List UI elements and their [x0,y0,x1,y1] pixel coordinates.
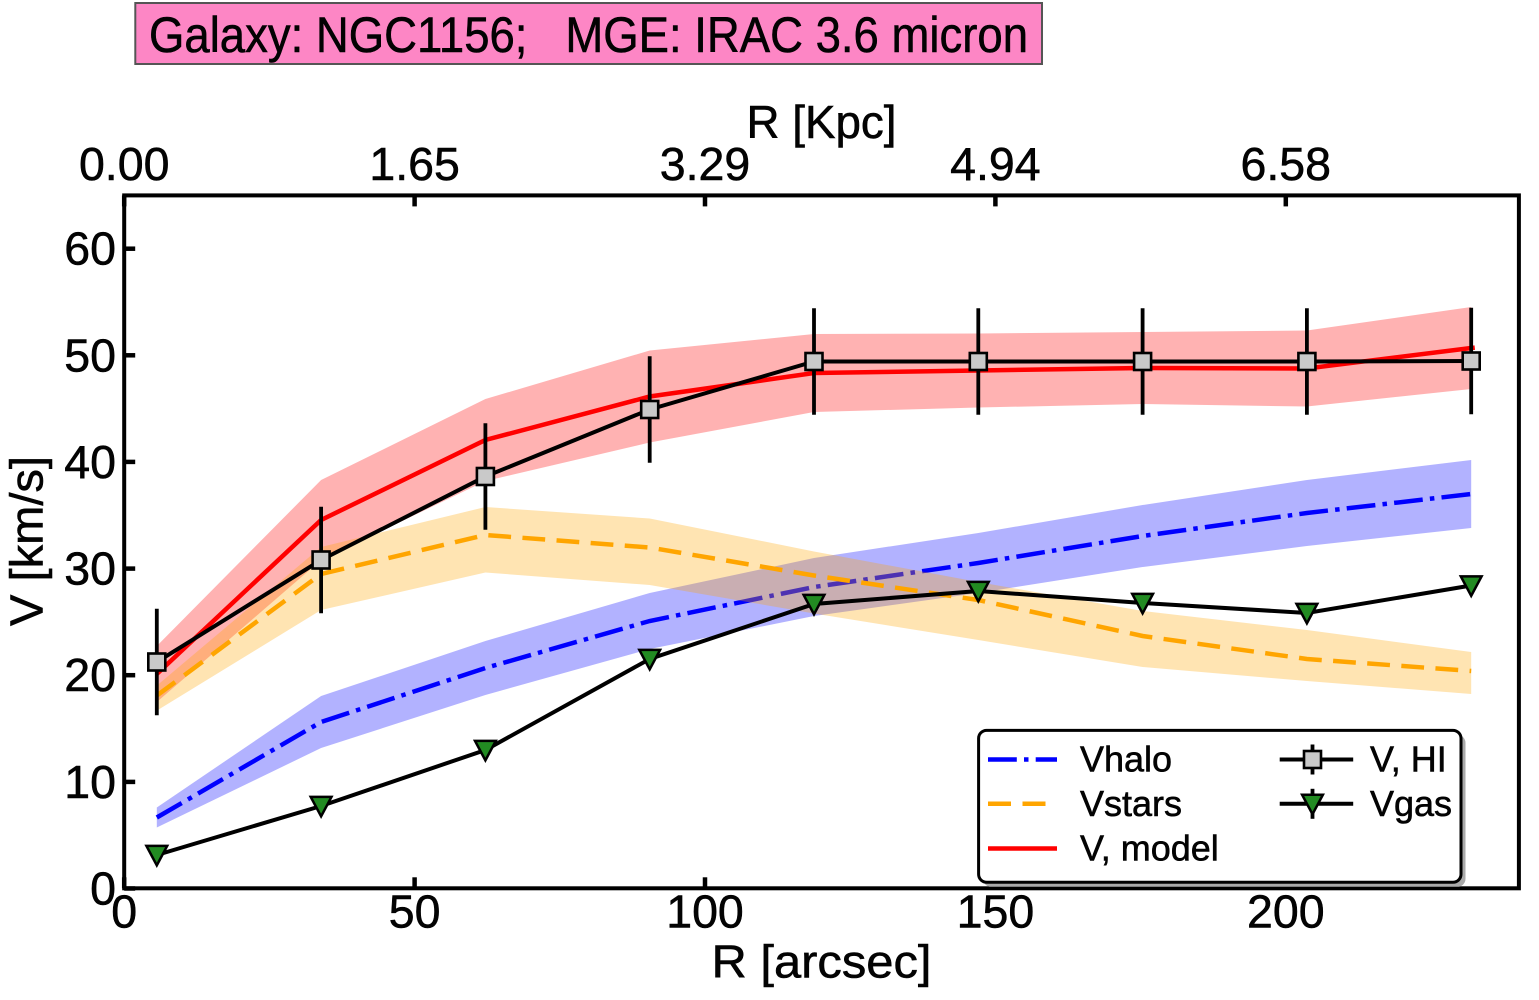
svg-text:6.58: 6.58 [1241,138,1332,190]
svg-text:Vhalo: Vhalo [1080,739,1172,780]
svg-text:0: 0 [90,863,116,915]
svg-text:Vstars: Vstars [1080,783,1182,824]
svg-text:Galaxy: NGC1156; MGE: IRAC 3: Galaxy: NGC1156; MGE: IRAC 3.6 micron [149,7,1028,63]
svg-text:20: 20 [64,649,116,701]
svg-text:V [km/s]: V [km/s] [1,456,53,626]
svg-text:200: 200 [1247,886,1325,938]
svg-text:40: 40 [64,436,116,488]
svg-text:0.00: 0.00 [79,138,170,190]
svg-text:1.65: 1.65 [369,138,460,190]
svg-text:50: 50 [389,886,441,938]
svg-text:0: 0 [111,886,137,938]
svg-text:R [Kpc]: R [Kpc] [747,96,897,148]
svg-text:30: 30 [64,543,116,595]
svg-text:60: 60 [64,223,116,275]
svg-text:4.94: 4.94 [950,138,1041,190]
svg-text:10: 10 [64,756,116,808]
svg-text:Vgas: Vgas [1370,783,1452,824]
svg-text:150: 150 [957,886,1035,938]
svg-text:3.29: 3.29 [660,138,751,190]
svg-text:100: 100 [666,886,744,938]
svg-text:R [arcsec]: R [arcsec] [712,936,932,988]
svg-text:V, HI: V, HI [1370,739,1447,780]
svg-text:V, model: V, model [1080,828,1219,869]
svg-text:50: 50 [64,329,116,381]
